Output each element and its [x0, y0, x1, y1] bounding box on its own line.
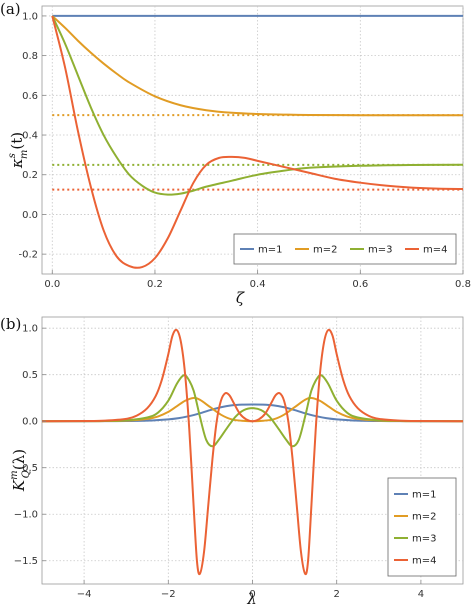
- series-line-m=4: [51, 15, 464, 269]
- panel-b-y-sup: m: [9, 470, 20, 479]
- legend-label-m=1: m=1: [412, 490, 436, 501]
- y-tick-label: 0.0: [22, 210, 38, 221]
- x-tick-label: 0.8: [455, 279, 471, 290]
- legend-label-m=4: m=4: [423, 245, 447, 256]
- panel-a-y-ticks: -0.2 0.0 0.2 0.4 0.6 0.8 1.0: [18, 11, 46, 261]
- y-tick-label: 0.6: [22, 91, 38, 102]
- x-tick-label: 0.0: [44, 279, 60, 290]
- y-tick-label: 0.2: [22, 170, 38, 181]
- panel-a-y-sub: m: [19, 150, 30, 159]
- y-tick-label: 0.0: [22, 417, 38, 428]
- x-tick-label: −2: [161, 589, 176, 600]
- panel-a-y-symbol: κ: [8, 158, 26, 169]
- panel-b-series-lines: [41, 328, 464, 576]
- panel-a: (a) 0.0 0.2 0.4 0.6 0.8 -0.2 0.0 0.2 0.4 0.6 0.8 1…: [0, 0, 471, 307]
- x-tick-label: 0.4: [250, 279, 266, 290]
- y-tick-label: 0.5: [22, 370, 38, 381]
- panel-b-y-axis-title: KmQ(λ): [9, 449, 32, 492]
- panel-b-y-arg: (λ): [10, 449, 28, 470]
- panel-a-legend: m=1 m=2 m=3 m=4: [233, 233, 457, 265]
- y-tick-label: -0.2: [18, 250, 38, 261]
- y-tick-label: 1.0: [22, 324, 38, 335]
- y-tick-label: −1.5: [14, 556, 38, 567]
- legend-label-m=2: m=2: [412, 512, 436, 523]
- panel-a-y-axis-title: κsm(t): [7, 132, 30, 169]
- panel-a-y-sup: s: [7, 153, 18, 158]
- panel-b-x-axis-title: λ: [246, 590, 257, 608]
- panel-a-label: (a): [0, 0, 21, 18]
- y-tick-label: −0.5: [14, 463, 38, 474]
- x-tick-label: −4: [77, 589, 92, 600]
- y-tick-label: 1.0: [22, 11, 38, 22]
- x-tick-label: 0.2: [147, 279, 163, 290]
- panel-b-x-ticks: −4 −2 0 2 4: [77, 580, 424, 600]
- x-tick-label: 0: [249, 589, 255, 600]
- y-tick-label: 0.4: [22, 131, 38, 142]
- x-tick-label: 2: [334, 589, 340, 600]
- y-tick-label: 0.8: [22, 51, 38, 62]
- panel-a-x-axis-title: ζ: [236, 289, 245, 307]
- series-line-m=2: [51, 15, 463, 117]
- svg-text:κsm(t): κsm(t): [7, 132, 30, 169]
- series-line-m=1: [41, 403, 464, 423]
- legend-label-m=2: m=2: [313, 245, 337, 256]
- series-line-m=3: [41, 374, 464, 448]
- panel-b: (b) −4 −2 0 2 4 −1.5 −1.0 −0.5 0.0 0.5 1.0 λ KmQ(…: [0, 315, 464, 608]
- y-tick-label: −1.0: [14, 510, 38, 521]
- panel-a-x-ticks: 0.0 0.2 0.4 0.6 0.8: [44, 270, 471, 290]
- legend-label-m=3: m=3: [412, 534, 436, 545]
- panel-a-asymptotes: [52, 114, 463, 191]
- legend-label-m=4: m=4: [412, 556, 436, 567]
- x-tick-label: 0.6: [352, 279, 368, 290]
- legend-label-m=3: m=3: [368, 245, 392, 256]
- panel-b-label: (b): [0, 315, 21, 333]
- panel-a-y-arg: (t): [8, 132, 26, 150]
- svg-text:KmQ(λ): KmQ(λ): [9, 449, 32, 492]
- x-tick-label: 4: [418, 589, 424, 600]
- panel-a-series-lines: [51, 14, 464, 269]
- panel-b-y-ticks: −1.5 −1.0 −0.5 0.0 0.5 1.0: [14, 324, 46, 567]
- legend-label-m=1: m=1: [258, 245, 282, 256]
- panel-b-y-sub: Q: [21, 470, 32, 478]
- panel-b-legend: m=1 m=2 m=3 m=4: [387, 477, 457, 577]
- series-line-m=3: [51, 15, 464, 196]
- series-line-m=4: [41, 328, 464, 576]
- panel-b-y-symbol: K: [10, 479, 28, 492]
